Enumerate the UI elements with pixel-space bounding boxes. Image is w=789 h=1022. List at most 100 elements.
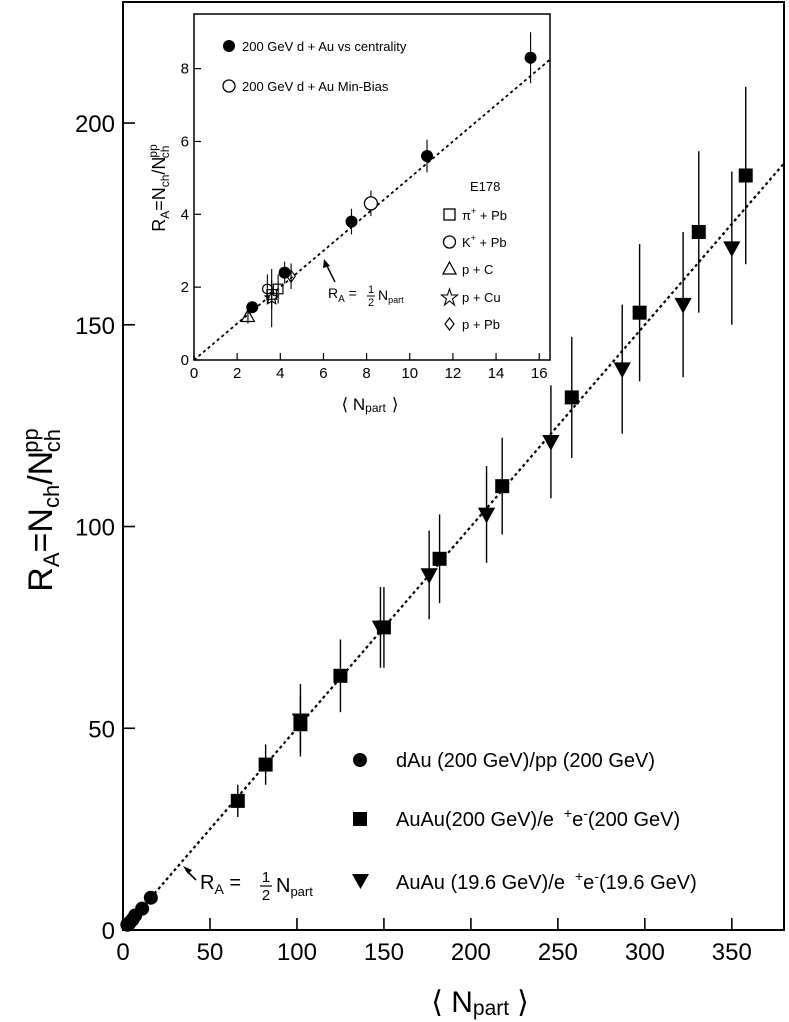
inset-legend-marker-dau-minbias <box>222 79 236 93</box>
inset-legend-marker-p-c <box>441 260 458 275</box>
data-point <box>477 507 496 524</box>
data-point <box>263 289 280 305</box>
main-x-axis-label: ⟨ Npart ⟩ <box>431 986 529 1020</box>
data-point <box>613 362 631 379</box>
data-point <box>524 51 537 64</box>
x-tick-label: 6 <box>319 365 327 382</box>
y-tick-label: 150 <box>75 313 115 340</box>
legend-label-dau: dAu (200 GeV)/pp (200 GeV) <box>396 750 655 772</box>
svg-text:RA =: RA = <box>328 285 361 305</box>
x-tick-label: 14 <box>488 365 505 382</box>
y-tick-label: 2 <box>181 279 189 296</box>
data-point <box>143 890 158 905</box>
y-tick-label: 100 <box>75 515 115 542</box>
data-point <box>421 150 434 163</box>
svg-text:2: 2 <box>368 297 374 309</box>
svg-text:1: 1 <box>262 869 270 886</box>
inset-legend-marker-dau-centrality <box>223 40 235 52</box>
data-point <box>240 308 256 323</box>
data-point <box>246 301 259 314</box>
legend-marker-auau196 <box>352 874 369 889</box>
x-tick-label: 12 <box>445 365 462 382</box>
x-tick-label: 8 <box>362 365 370 382</box>
data-point <box>632 305 647 320</box>
inset-data-points <box>240 32 537 328</box>
x-tick-label: 4 <box>276 365 284 382</box>
x-tick-label: 0 <box>190 365 198 382</box>
y-tick-label: 0 <box>181 352 189 369</box>
data-point <box>333 668 348 683</box>
data-point <box>371 620 390 637</box>
y-tick-label: 4 <box>181 206 189 223</box>
svg-text:2: 2 <box>262 887 270 904</box>
svg-text:Npart: Npart <box>378 287 404 305</box>
svg-text:RA =: RA = <box>200 872 247 897</box>
inset-legend-marker-k-pb <box>442 235 457 249</box>
data-point <box>230 793 245 808</box>
data-point <box>674 297 692 314</box>
data-point <box>286 269 296 284</box>
inset-legend-label-dau-centrality: 200 GeV d + Au vs centrality <box>242 39 407 54</box>
x-tick-label: 200 <box>451 939 491 966</box>
data-point <box>291 713 310 730</box>
main-data-points <box>120 86 753 932</box>
data-point <box>258 757 273 772</box>
legend-label-auau196: AuAu (19.6 GeV)/e +e-(19.6 GeV) <box>396 868 697 894</box>
inset-legend-label-p-cu: p + Cu <box>462 290 501 305</box>
data-point <box>723 241 741 258</box>
y-tick-label: 50 <box>88 716 115 743</box>
legend-marker-auau200 <box>353 812 367 826</box>
x-tick-label: 350 <box>712 939 752 966</box>
inset-legend-marker-pi-pb <box>443 208 456 221</box>
legend-marker-dau <box>353 753 367 767</box>
inset-legend-label-p-pb: p + Pb <box>462 317 500 332</box>
data-point <box>495 479 510 494</box>
inset-legend-marker-p-pb <box>444 317 455 331</box>
data-point <box>564 390 579 405</box>
main-legend: dAu (200 GeV)/pp (200 GeV) AuAu(200 GeV)… <box>352 750 697 894</box>
main-plot-frame <box>122 1 785 931</box>
inset-legend-title: E178 <box>470 179 500 194</box>
y-tick-label: 0 <box>102 918 115 945</box>
inset-plot-frame <box>193 13 551 361</box>
x-tick-label: 10 <box>401 365 418 382</box>
inset-annotation: RA = 1 2 Npart <box>323 259 404 309</box>
inset-y-axis-label: RA=Nch/Nppch <box>146 144 172 232</box>
main-annotation: RA = 1 2 Npart <box>183 866 313 904</box>
inset-legend-label-dau-minbias: 200 GeV d + Au Min-Bias <box>242 79 389 94</box>
data-point <box>420 568 438 584</box>
inset-legend-label-k-pb: K+ + Pb <box>462 233 507 250</box>
svg-text:1: 1 <box>368 284 374 296</box>
data-point <box>691 224 706 239</box>
x-tick-label: 250 <box>538 939 578 966</box>
data-point <box>432 551 447 566</box>
x-tick-label: 2 <box>233 365 241 382</box>
data-point <box>542 435 560 451</box>
inset-x-axis-label: ⟨ Npart ⟩ <box>342 395 399 415</box>
inset-legend-marker-p-cu <box>439 287 460 307</box>
y-tick-label: 200 <box>75 111 115 138</box>
main-y-axis-label: RA=Nch/Nppch <box>18 428 65 591</box>
x-tick-label: 150 <box>364 939 404 966</box>
inset-legend-label-p-c: p + C <box>462 262 493 277</box>
legend-label-auau200: AuAu(200 GeV)/e +e-(200 GeV) <box>396 805 680 831</box>
x-tick-label: 300 <box>625 939 665 966</box>
data-point <box>345 215 358 228</box>
y-tick-label: 8 <box>181 61 189 78</box>
x-tick-label: 0 <box>116 939 129 966</box>
x-tick-label: 100 <box>277 939 317 966</box>
inset-legend-label-pi-pb: π+ + Pb <box>462 206 507 223</box>
inset-legend-top: 200 GeV d + Au vs centrality 200 GeV d +… <box>222 39 407 94</box>
data-point <box>135 901 150 916</box>
x-tick-label: 50 <box>197 939 224 966</box>
data-point <box>272 283 284 295</box>
data-point <box>363 196 379 211</box>
inset-legend-e178: E178 π+ + Pb K+ + Pb p + C p + Cu p + Pb <box>439 179 507 332</box>
x-tick-label: 16 <box>531 365 548 382</box>
data-point <box>738 168 753 183</box>
y-tick-label: 6 <box>181 133 189 150</box>
svg-text:Npart: Npart <box>276 875 313 899</box>
